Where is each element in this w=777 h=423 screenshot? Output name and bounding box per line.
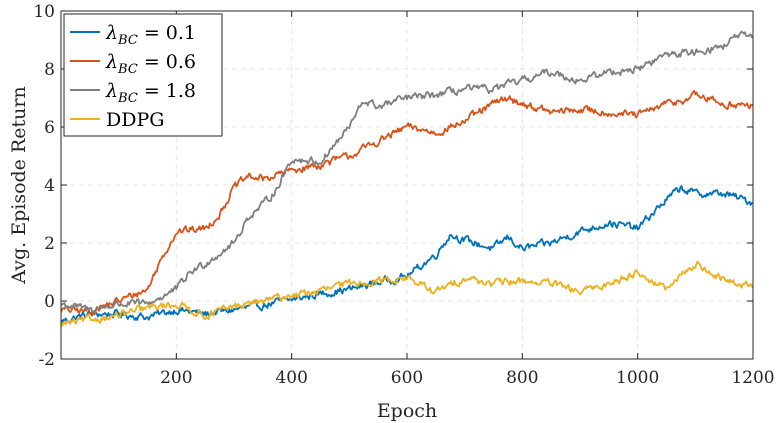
y-tick-label: 10 xyxy=(33,2,55,22)
legend-entry-label: λBC = 1.8 xyxy=(105,80,196,106)
legend: λBC = 0.1 λBC = 0.6 λBC = 1.8 DDPG xyxy=(63,13,223,137)
x-tick-label: 800 xyxy=(506,368,538,388)
y-tick-label: -2 xyxy=(38,350,55,370)
y-tick-label: 0 xyxy=(44,292,55,312)
y-axis-label: Avg. Episode Return xyxy=(8,86,30,284)
x-tick-label: 1200 xyxy=(731,368,774,388)
series-line-2 xyxy=(61,30,753,314)
grid-lines xyxy=(61,11,753,359)
x-tick-label: 1000 xyxy=(616,368,659,388)
axis-ticks: 200 400 600 800 1000 1200 -2 0 2 4 6 8 10 xyxy=(33,2,774,388)
y-tick-label: 4 xyxy=(44,176,55,196)
y-tick-label: 8 xyxy=(44,60,55,80)
legend-entry-label: DDPG xyxy=(106,109,164,131)
legend-box xyxy=(63,13,223,137)
x-axis-label: Epoch xyxy=(377,400,437,422)
x-tick-label: 200 xyxy=(160,368,192,388)
legend-entry-label: λBC = 0.6 xyxy=(105,51,196,77)
y-tick-label: 2 xyxy=(44,234,55,254)
series-line-3 xyxy=(61,260,753,327)
x-tick-label: 400 xyxy=(275,368,307,388)
series-layer xyxy=(61,30,753,327)
legend-entry-label: λBC = 0.1 xyxy=(105,22,196,48)
y-tick-label: 6 xyxy=(44,118,55,138)
x-tick-label: 600 xyxy=(391,368,423,388)
series-line-1 xyxy=(61,89,753,316)
